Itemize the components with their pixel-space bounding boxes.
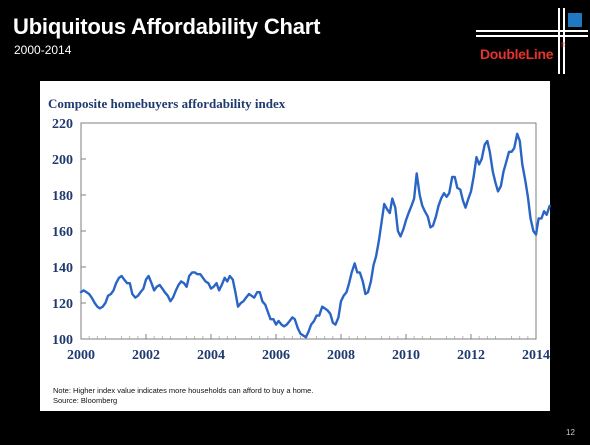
x-tick-label: 2000	[67, 348, 95, 363]
logo-horizontal-line-1	[476, 30, 588, 32]
y-tick-label: 220	[52, 117, 73, 132]
chart-axes: 100 120 140 160 180 200 220 2000 2002 2004 2006 200…	[52, 117, 550, 363]
logo-text: DoubleLine	[480, 46, 554, 62]
y-tick-label: 160	[52, 225, 73, 240]
y-tick-label: 140	[52, 261, 73, 276]
logo-vertical-line-1	[558, 8, 560, 74]
x-tick-label: 2004	[197, 348, 225, 363]
chart-note: Note: Higher index value indicates more …	[53, 386, 314, 395]
y-tick-label: 120	[52, 297, 73, 312]
slide-subtitle: 2000-2014	[14, 43, 72, 57]
slide-title: Ubiquitous Affordability Chart	[13, 14, 321, 39]
x-tick-label: 2002	[132, 348, 160, 363]
logo-horizontal-line-2	[476, 35, 588, 37]
chart-panel	[40, 81, 550, 411]
plot-frame	[80, 122, 537, 340]
doubleline-logo: DoubleLine ®	[472, 8, 590, 80]
chart-series	[79, 132, 551, 339]
logo-registered-mark: ®	[561, 43, 566, 49]
x-tick-label: 2008	[327, 348, 355, 363]
chart-source: Source: Bloomberg	[53, 396, 118, 405]
x-tick-label: 2010	[392, 348, 420, 363]
page-number: 12	[566, 428, 575, 437]
x-tick-label: 2006	[262, 348, 290, 363]
series-line	[79, 132, 551, 339]
y-tick-label: 200	[52, 153, 73, 168]
y-tick-label: 180	[52, 189, 73, 204]
logo-blue-square	[568, 13, 582, 27]
chart-title: Composite homebuyers affordability index	[48, 96, 286, 111]
y-tick-label: 100	[52, 333, 73, 348]
x-tick-label: 2012	[457, 348, 485, 363]
x-tick-label: 2014	[522, 348, 550, 363]
logo-vertical-line-2	[563, 8, 565, 74]
